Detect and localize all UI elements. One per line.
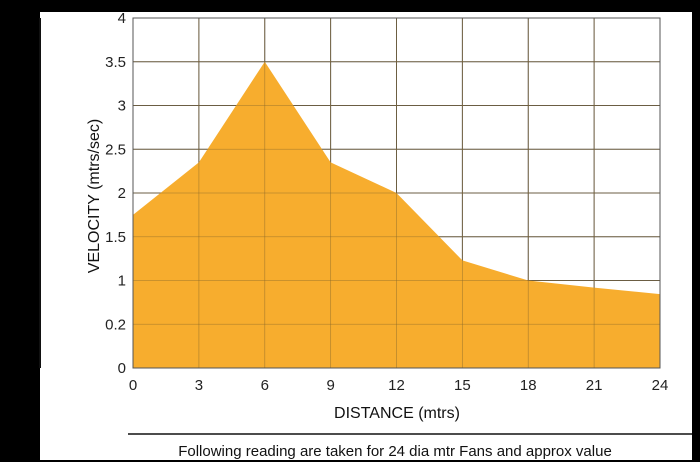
y-tick-label: 2.5 bbox=[105, 141, 126, 158]
y-tick-label: 2 bbox=[118, 185, 126, 202]
y-axis-ticks: 0 0.2 1 1.5 2 2.5 3 3.5 4 bbox=[105, 10, 126, 377]
chart-caption: Following reading are taken for 24 dia m… bbox=[178, 443, 612, 460]
y-tick-label: 3.5 bbox=[105, 54, 126, 71]
x-tick-label: 9 bbox=[326, 377, 334, 394]
y-tick-label: 4 bbox=[118, 10, 126, 27]
y-tick-label: 1.5 bbox=[105, 229, 126, 246]
x-tick-label: 3 bbox=[195, 377, 203, 394]
x-tick-label: 24 bbox=[652, 377, 669, 394]
y-axis-title: VELOCITY (mtrs/sec) bbox=[86, 119, 103, 273]
x-tick-label: 15 bbox=[454, 377, 471, 394]
x-axis-ticks: 0 3 6 9 12 15 18 21 24 bbox=[129, 377, 669, 394]
y-tick-label: 3 bbox=[118, 98, 126, 115]
x-tick-label: 0 bbox=[129, 377, 137, 394]
y-tick-label: 1 bbox=[118, 273, 126, 290]
y-tick-label: 0 bbox=[118, 360, 126, 377]
x-tick-label: 6 bbox=[261, 377, 269, 394]
x-tick-label: 12 bbox=[388, 377, 405, 394]
x-tick-label: 21 bbox=[586, 377, 603, 394]
plot-frame bbox=[132, 17, 661, 369]
y-tick-label: 0.2 bbox=[105, 316, 126, 333]
x-axis-title: DISTANCE (mtrs) bbox=[334, 405, 460, 422]
x-tick-label: 18 bbox=[520, 377, 537, 394]
